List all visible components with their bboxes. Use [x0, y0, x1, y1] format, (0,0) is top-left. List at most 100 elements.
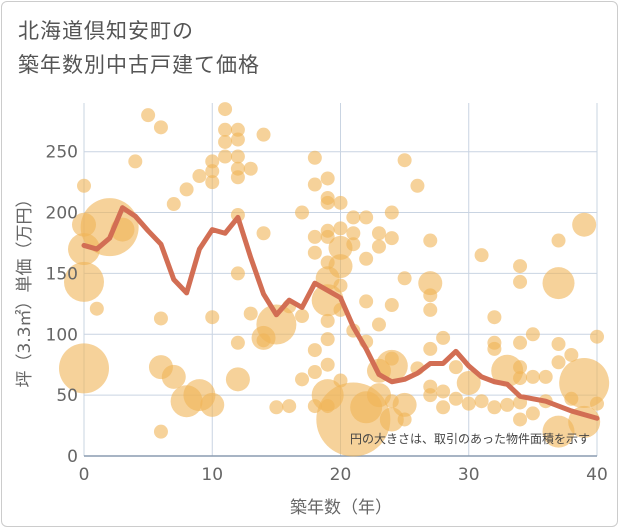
bubble-point [392, 392, 417, 417]
bubble-point [448, 391, 463, 406]
bubble-point [423, 288, 438, 303]
bubble-point [205, 175, 220, 190]
bubble-point [474, 248, 489, 263]
bubble-point [153, 424, 168, 439]
bubble-point [89, 301, 104, 316]
bubble-point [436, 330, 451, 345]
bubble-point [397, 412, 412, 427]
bubble-point [542, 415, 575, 448]
bubble-point [456, 370, 481, 395]
bubble-point [282, 399, 297, 414]
bubble-point [371, 239, 386, 254]
bubble-point [256, 127, 271, 142]
bubble-point [243, 161, 258, 176]
bubble-point [461, 396, 476, 411]
bubble-point [359, 210, 374, 225]
bubble-point [513, 371, 528, 386]
bubble-point [307, 245, 322, 260]
bubble-point [572, 212, 597, 237]
bubble-point [295, 205, 310, 220]
bubble-point [307, 229, 322, 244]
x-tick-label: 10 [201, 465, 223, 485]
x-tick-label: 0 [79, 465, 90, 485]
bubble-point [346, 226, 361, 241]
bubble-point [153, 120, 168, 135]
bubble-point [218, 149, 233, 164]
bubble-point [371, 226, 386, 241]
bubble-point [333, 221, 348, 236]
bubble-point [218, 102, 233, 117]
bubble-point [564, 347, 579, 362]
y-tick-label: 50 [56, 386, 78, 406]
bubble-point [320, 195, 335, 210]
bubble-point [525, 406, 540, 421]
chart-title: 北海道倶知安町の 築年数別中古戸建て価格 [18, 14, 260, 82]
bubble-point [161, 364, 186, 389]
bubble-point [418, 271, 443, 296]
bubble-point [230, 122, 245, 137]
bubble-point [59, 343, 109, 394]
average-price-line [81, 205, 600, 421]
bubble-point [436, 400, 451, 415]
bubble-point [307, 150, 322, 165]
bubble-point [500, 397, 515, 412]
bubble-point [538, 369, 553, 384]
bubble-point [128, 154, 143, 169]
bubble-point [307, 343, 322, 358]
bubble-point [328, 235, 353, 260]
bubble-point [141, 108, 156, 123]
bubble-point [205, 310, 220, 325]
bubble-point [423, 341, 438, 356]
bubble-point [513, 335, 528, 350]
bubble-point [295, 309, 310, 324]
bubble-point [384, 298, 399, 313]
bubble-point [225, 367, 250, 392]
bubble-point [64, 261, 104, 302]
bubble-point [295, 372, 310, 387]
x-axis-label: 築年数（年） [290, 498, 392, 518]
bubble-point [320, 357, 335, 372]
bubble-point [153, 311, 168, 326]
bubble-point [410, 178, 425, 193]
bubble-point [256, 226, 271, 241]
bubble-point [320, 332, 335, 347]
bubble-point [590, 396, 604, 411]
bubble-point [77, 178, 91, 193]
y-axis-label: 坪（3.3㎡）単価（万円） [15, 190, 35, 387]
bubble-point [375, 349, 408, 382]
bubble-point [384, 231, 399, 246]
bubble-point [192, 169, 207, 184]
bubble-point [205, 154, 220, 169]
bubble-point [179, 182, 194, 197]
bubble-point [397, 153, 412, 168]
bubble-point [346, 237, 361, 252]
bubble-point [307, 177, 322, 192]
bubble-point [559, 357, 610, 408]
bubble-point [359, 294, 374, 309]
bubble-point [243, 306, 258, 321]
bubble-point [551, 233, 566, 248]
bubble-point [230, 335, 245, 350]
bubble-point [513, 259, 528, 274]
bubble-point [328, 254, 353, 279]
bubble-point [307, 365, 322, 380]
x-tick-label: 20 [330, 465, 352, 485]
bubble-point [423, 302, 438, 317]
bubble-point [525, 369, 540, 384]
bubble-point [525, 327, 540, 342]
size-note: 円の大きさは、取引のあった物件面積を示す [350, 431, 590, 446]
tick-labels: 0 10 20 30 40 0 50 100 150 200 250 [46, 143, 608, 485]
bubble-point [436, 384, 451, 399]
title-line-2: 築年数別中古戸建て価格 [18, 53, 260, 77]
x-tick-label: 30 [458, 465, 480, 485]
bubble-point [320, 313, 335, 328]
bubble-point [487, 400, 502, 415]
bubble-point [256, 304, 297, 345]
y-tick-label: 0 [67, 447, 78, 467]
bubble-point [269, 400, 284, 415]
bubble-point [333, 195, 348, 210]
y-tick-label: 200 [46, 204, 78, 224]
bubble-point [80, 198, 139, 257]
bubble-point [200, 392, 225, 417]
